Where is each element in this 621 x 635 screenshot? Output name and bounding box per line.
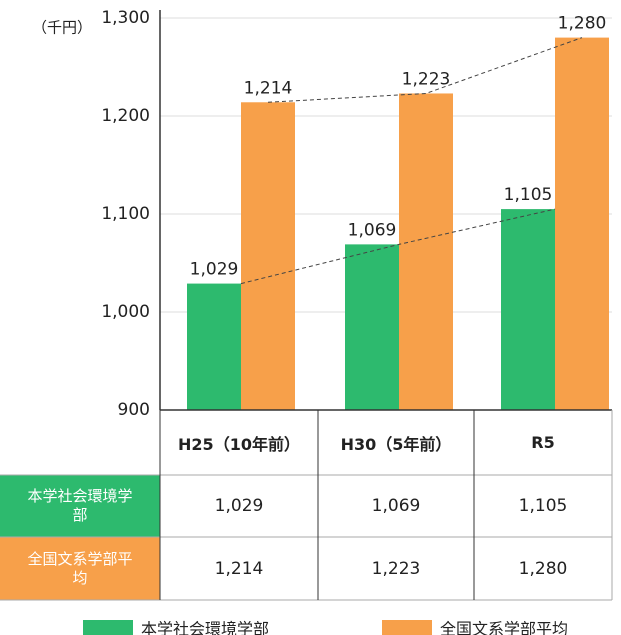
data-label: 1,029 [190,260,239,280]
table-value: 1,223 [371,558,421,579]
trend-line [267,37,583,103]
bar [187,283,241,410]
table-value: 1,029 [214,496,264,516]
legend-swatch [382,620,432,635]
bar [555,37,609,410]
legend-label: 全国文系学部平均 [440,620,568,635]
row-header-bg [0,475,160,537]
table-value: 1,280 [518,558,568,579]
bar [501,209,555,410]
table-value: 1,105 [518,496,568,516]
row-header: 全国文系学部平均 [27,549,133,587]
data-label: 1,280 [558,14,607,34]
legend-label: 本学社会環境学部 [141,620,269,635]
y-tick-label: 900 [118,400,150,420]
category-label: H30（5年前） [340,434,452,454]
y-tick-label: 1,100 [101,204,150,224]
data-label: 1,223 [402,69,451,89]
table-value: 1,214 [214,558,264,579]
data-label: 1,105 [504,185,553,205]
category-label: H25（10年前） [178,434,300,454]
table-value: 1,069 [371,496,421,516]
y-unit: （千円） [32,19,92,37]
bar [399,93,453,411]
y-tick-label: 1,200 [101,106,150,126]
legend-swatch [83,620,133,635]
data-label: 1,214 [244,78,293,98]
y-tick-label: 1,300 [101,8,150,28]
row-header: 本学社会環境学部 [27,487,133,524]
y-tick-label: 1,000 [101,302,150,322]
category-label: R5 [531,433,555,452]
bar [241,102,295,410]
data-label: 1,069 [348,220,397,240]
bar [345,244,399,410]
row-header-bg [0,537,160,600]
trend-line [240,208,556,285]
